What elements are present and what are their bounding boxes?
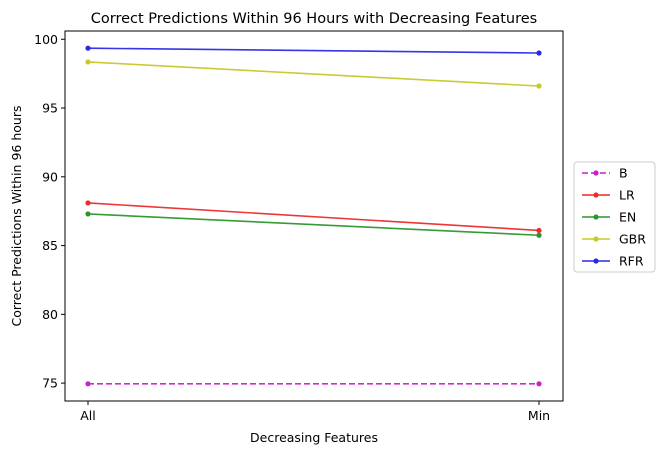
legend-item-gbr: GBR: [582, 232, 646, 247]
legend-label-lr: LR: [619, 188, 635, 203]
y-tick-label: 80: [42, 307, 58, 322]
legend-marker-b: [593, 170, 599, 176]
series-lr: [85, 200, 542, 234]
legend-label-en: EN: [619, 210, 636, 225]
legend-label-b: B: [619, 166, 628, 181]
legend-label-gbr: GBR: [619, 232, 646, 247]
series-line-en: [87, 213, 540, 237]
y-tick-label: 85: [42, 238, 58, 253]
series-gbr: [85, 59, 542, 89]
y-tick-label: 95: [42, 101, 58, 116]
series-en: [85, 211, 542, 238]
legend-marker-gbr: [593, 236, 599, 242]
data-point-lr: [85, 200, 91, 206]
y-axis: 75 80 85 90 95 100: [34, 32, 65, 391]
data-point-gbr: [536, 83, 542, 89]
y-tick-label: 100: [34, 32, 58, 47]
plot-area: [64, 30, 564, 402]
series-layer: [85, 45, 542, 387]
legend-item-lr: LR: [582, 188, 635, 203]
data-point-gbr: [85, 59, 91, 65]
x-tick-label: All: [80, 408, 96, 423]
series-line-rfr: [87, 47, 540, 54]
legend-item-rfr: RFR: [582, 254, 644, 269]
x-axis-label: Decreasing Features: [250, 430, 378, 445]
data-point-rfr: [536, 50, 542, 56]
data-point-b: [536, 381, 542, 387]
series-line-lr: [87, 202, 540, 232]
y-tick-label: 75: [42, 376, 58, 391]
legend-item-b: B: [582, 166, 628, 181]
y-tick-label: 90: [42, 169, 58, 184]
series-b: [85, 381, 542, 387]
series-line-gbr: [87, 61, 540, 87]
legend-marker-en: [593, 214, 599, 220]
data-point-lr: [536, 227, 542, 234]
legend-frame: [573, 161, 656, 273]
data-point-rfr: [85, 45, 91, 51]
plot-frame: [64, 30, 564, 402]
data-point-en: [85, 211, 91, 217]
chart-title: Correct Predictions Within 96 Hours with…: [91, 11, 537, 27]
x-tick-label: Min: [528, 408, 550, 423]
legend-item-en: EN: [582, 210, 636, 225]
series-rfr: [85, 45, 542, 56]
data-point-b: [85, 381, 91, 387]
legend-marker-rfr: [593, 258, 599, 264]
legend-label-rfr: RFR: [619, 254, 644, 269]
x-axis: All Min: [80, 401, 550, 423]
data-point-en: [536, 232, 542, 238]
y-axis-label: Correct Predictions Within 96 hours: [9, 106, 24, 327]
legend-marker-lr: [593, 192, 599, 198]
legend: B LR EN GBR RFR: [573, 161, 656, 273]
